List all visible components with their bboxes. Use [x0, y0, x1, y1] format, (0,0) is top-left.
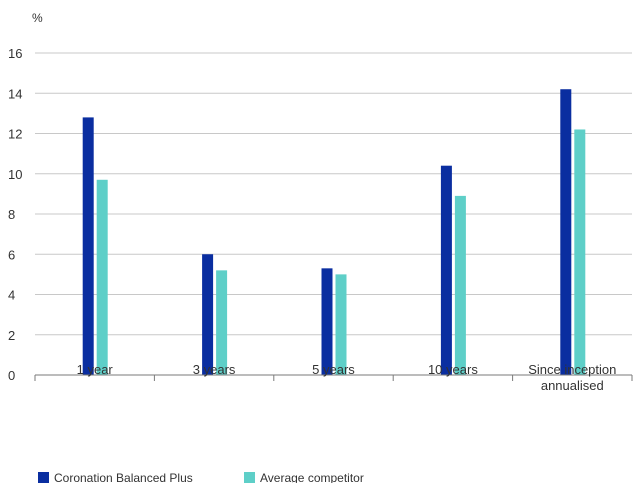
y-axis-ticks: 0 2 4 6 8 10 12 14 16 — [8, 46, 22, 383]
y-tick-label: 2 — [8, 328, 15, 343]
bar — [560, 89, 572, 375]
legend-swatch — [244, 472, 255, 483]
x-tick-label: 5 years — [312, 362, 355, 377]
bar — [574, 129, 586, 375]
x-tick-label: 10 years — [428, 362, 478, 377]
y-unit-label: % — [32, 11, 43, 25]
y-tick-label: 8 — [8, 207, 15, 222]
legend-label: Coronation Balanced Plus — [54, 471, 193, 483]
x-tick-label: annualised — [541, 378, 604, 393]
bar — [96, 179, 108, 375]
y-tick-label: 16 — [8, 46, 22, 61]
bar — [321, 268, 333, 375]
bar — [82, 117, 94, 376]
x-tick-label: 3 years — [193, 362, 236, 377]
bar — [216, 270, 228, 375]
y-tick-label: 12 — [8, 127, 22, 142]
bars — [82, 89, 586, 376]
legend: Coronation Balanced Plus Average competit… — [38, 471, 364, 483]
legend-swatch — [38, 472, 49, 483]
legend-label: Average competitor — [260, 471, 364, 483]
x-tick-label: Since inception — [528, 362, 616, 377]
y-tick-label: 6 — [8, 247, 15, 262]
bar — [454, 195, 466, 375]
bar — [202, 254, 214, 375]
y-tick-label: 10 — [8, 167, 22, 182]
bar — [335, 274, 347, 375]
y-tick-label: 14 — [8, 86, 22, 101]
bar — [440, 165, 452, 375]
x-axis: 1 year 3 years 5 years 10 years Since incept… — [34, 362, 633, 393]
x-tick-label: 1 year — [77, 362, 114, 377]
y-tick-label: 0 — [8, 368, 15, 383]
y-tick-label: 4 — [8, 288, 15, 303]
grid-lines — [35, 52, 632, 336]
